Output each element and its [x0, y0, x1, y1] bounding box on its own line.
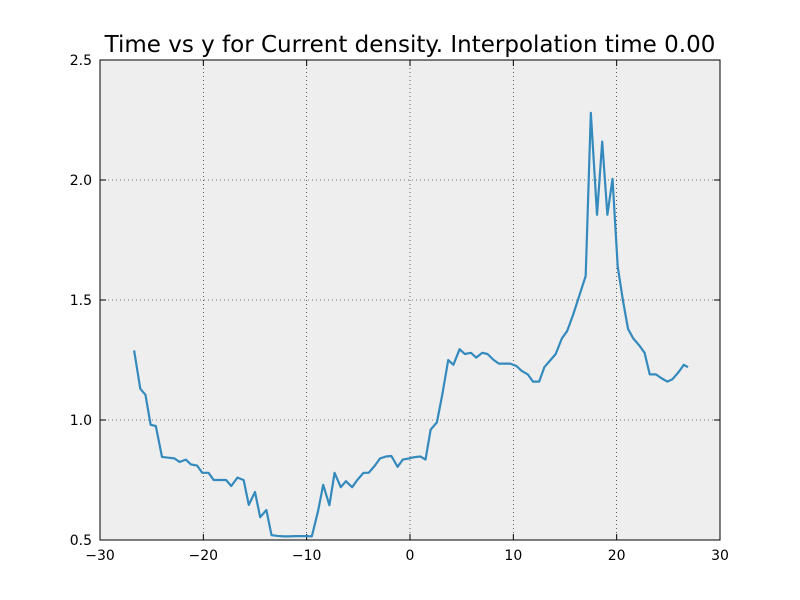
x-tick-label: −20: [189, 548, 219, 564]
y-tick-label: 0.5: [70, 533, 92, 549]
data-line: [133, 111, 689, 538]
x-tick-label: 20: [608, 548, 626, 564]
x-tick-label: 0: [406, 548, 415, 564]
x-tick-label: −30: [85, 548, 115, 564]
plot-frame: [99, 59, 721, 541]
x-tick-label: 10: [504, 548, 522, 564]
chart-title: Time vs y for Current density. Interpola…: [104, 32, 716, 58]
y-tick-label: 2.5: [70, 53, 92, 69]
y-tick-label: 1.0: [70, 413, 92, 429]
y-tick-label: 1.5: [70, 293, 92, 309]
y-tick-label: 2.0: [70, 173, 92, 189]
x-tick-label: −10: [292, 548, 322, 564]
x-tick-label: 30: [711, 548, 729, 564]
